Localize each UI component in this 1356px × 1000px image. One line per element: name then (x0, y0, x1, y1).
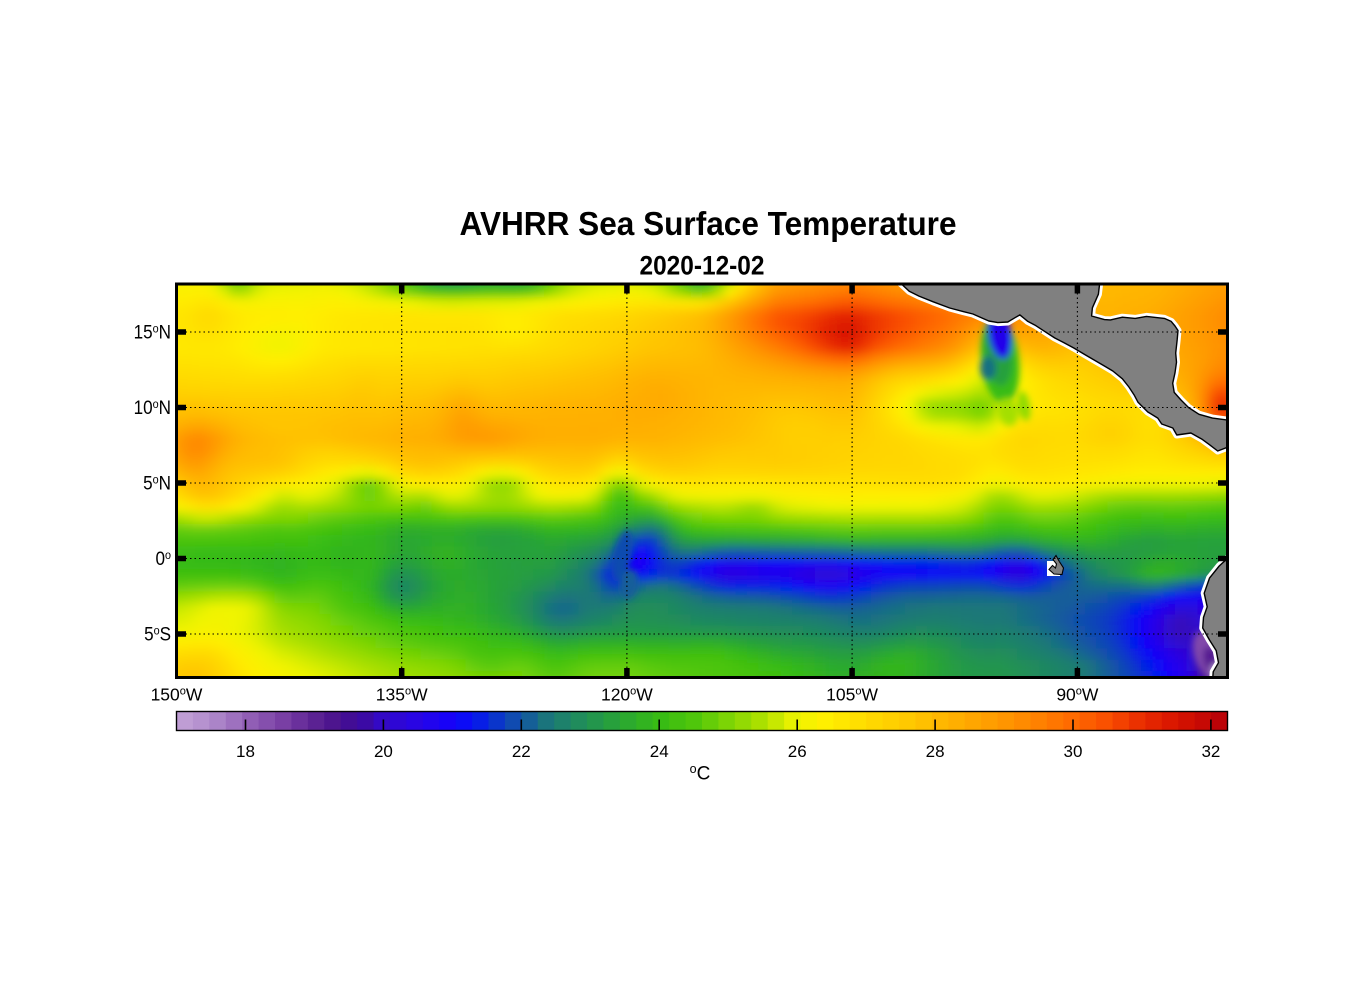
svg-text:22: 22 (512, 742, 531, 761)
svg-text:30: 30 (1064, 742, 1083, 761)
svg-text:AVHRR Sea Surface Temperature: AVHRR Sea Surface Temperature (460, 205, 957, 242)
svg-text:5oS: 5oS (144, 624, 171, 645)
svg-text:135oW: 135oW (376, 685, 428, 705)
svg-text:90oW: 90oW (1056, 685, 1099, 705)
svg-text:24: 24 (650, 742, 669, 761)
svg-text:120oW: 120oW (601, 685, 653, 705)
svg-text:32: 32 (1201, 742, 1220, 761)
svg-text:15oN: 15oN (134, 322, 171, 343)
svg-text:150oW: 150oW (151, 685, 203, 705)
svg-text:28: 28 (926, 742, 945, 761)
svg-text:5oN: 5oN (143, 473, 171, 494)
svg-text:20: 20 (374, 742, 393, 761)
svg-text:26: 26 (788, 742, 807, 761)
svg-text:105oW: 105oW (826, 685, 878, 705)
svg-text:2020-12-02: 2020-12-02 (640, 251, 765, 281)
svg-text:oC: oC (690, 762, 711, 785)
svg-text:10oN: 10oN (134, 397, 171, 418)
svg-text:18: 18 (236, 742, 255, 761)
